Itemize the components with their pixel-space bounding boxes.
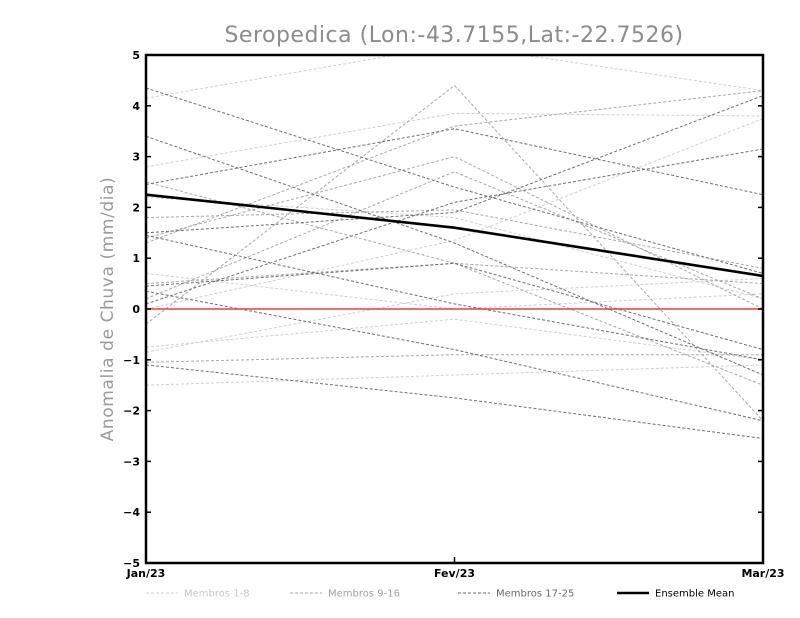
x-tick-label: Mar/23 [741,567,784,580]
member-series-line-11 [146,84,763,422]
y-tick-label: 1 [132,252,140,265]
member-series-line-23 [146,364,763,439]
y-tick-label: −3 [123,455,140,468]
member-series-line-10 [146,171,763,300]
member-series-line-21 [146,234,763,361]
member-series-line-16 [146,90,763,244]
y-tick-label: −2 [123,405,140,418]
ensemble-mean-line [145,193,764,278]
member-series-line-12 [146,156,763,310]
member-series-line-2 [146,112,763,168]
y-tick-label: 4 [132,100,140,113]
chart-legend: Membros 1-8 Membros 9-16 Membros 17-25 Ense… [146,589,734,600]
legend-label: Membros 17-25 [496,589,574,600]
member-series-line-6 [146,118,763,310]
y-tick-label: 3 [132,151,140,164]
y-tick-label: 0 [132,303,140,316]
y-tick-label: 2 [132,201,140,214]
y-tick-label: 5 [132,49,140,62]
y-tick-label: −1 [123,354,140,367]
member-series-line-1 [146,55,763,99]
y-axis-label: Anomalia de Chuva (mm/dia) [98,177,118,442]
y-axis-ticks: −5 −4 −3 −2 −1 0 1 2 3 4 5 [123,49,763,570]
member-series-line-17 [146,87,763,274]
member-series-line-22 [146,290,763,422]
y-tick-label: −4 [123,506,140,519]
member-series-line-5 [146,364,763,386]
member-series-line-14 [146,262,763,285]
member-series-line-4 [146,318,763,361]
legend-label: Ensemble Mean [655,589,734,600]
legend-label: Membros 1-8 [184,589,250,600]
y-tick-label: −5 [123,557,140,570]
x-tick-label: Fev/23 [434,567,475,580]
member-series-line-15 [146,354,763,363]
member-series-line-8 [146,278,763,353]
member-series-line-7 [146,196,763,300]
x-tick-label: Jan/23 [126,567,166,580]
member-series-line-18 [146,135,763,376]
legend-label: Membros 9-16 [328,589,400,600]
member-series-line-13 [146,181,763,386]
member-series-line-20 [146,95,763,234]
plot-series-layer [146,55,763,439]
chart-title: Seropedica (Lon:-43.7155,Lat:-22.7526) [224,23,683,48]
member-series-line-24 [146,262,763,351]
ensemble-mean-layer [145,193,764,278]
member-series-line-9 [146,209,763,269]
x-axis-ticks: Jan/23 Fev/23 Mar/23 [126,557,785,580]
member-series-line-19 [146,128,763,196]
